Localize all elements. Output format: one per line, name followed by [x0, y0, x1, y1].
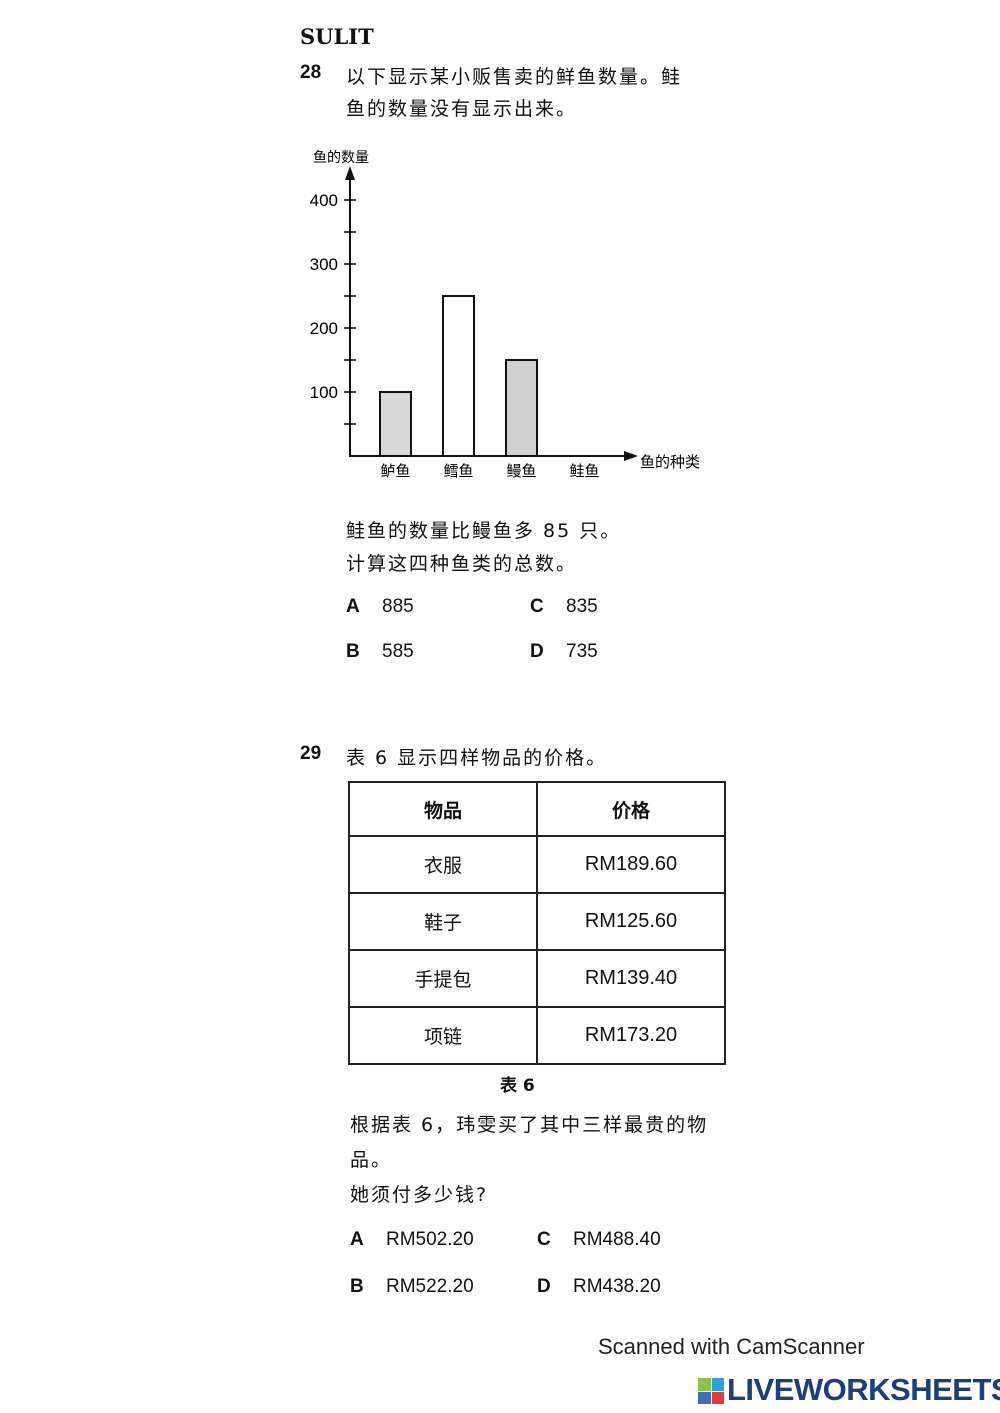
q29-question: 她须付多少钱? — [350, 1184, 489, 1206]
category-label: 鲑鱼 — [569, 462, 599, 480]
q29-option-a[interactable]: A RM502.20 — [350, 1229, 474, 1250]
y-axis-arrow — [345, 166, 355, 180]
price-cell: RM125.60 — [536, 892, 726, 951]
item-cell: 衣服 — [348, 835, 538, 894]
q28-option-c[interactable]: C 835 — [530, 596, 598, 617]
table-header-row: 物品 价格 — [348, 781, 726, 837]
q28-statement2: 计算这四种鱼类的总数。 — [346, 553, 578, 575]
q28-text-line1: 以下显示某小贩售卖的鲜鱼数量。鲑 — [346, 66, 683, 88]
q28-option-a[interactable]: A 885 — [346, 596, 414, 617]
item-cell: 手提包 — [348, 949, 538, 1008]
price-cell: RM139.40 — [536, 949, 726, 1008]
question-number-28: 28 — [300, 62, 322, 83]
q28-statement1: 鲑鱼的数量比鳗鱼多 85 只。 — [346, 520, 622, 542]
q29-text-line1: 根据表 6，玮雯买了其中三样最贵的物 — [350, 1114, 709, 1136]
category-label: 鳗鱼 — [506, 462, 536, 480]
sulit-mark: SULIT — [300, 24, 374, 49]
x-axis-arrow — [624, 451, 638, 461]
table-row: 鞋子 RM125.60 — [348, 892, 726, 951]
q29-text-line2: 品。 — [350, 1149, 393, 1171]
fish-bar-chart: 鱼的数量 鱼的种类 100 200 300 400 鲈鱼 鳕鱼 鳗鱼 鲑鱼 — [310, 149, 700, 480]
price-table: 物品 价格 衣服 RM189.60 鞋子 RM125.60 手提包 RM139.40 … — [348, 781, 726, 1065]
q28-option-d[interactable]: D 735 — [530, 641, 598, 662]
price-cell: RM173.20 — [536, 1006, 726, 1065]
q28-option-b[interactable]: B 585 — [346, 641, 414, 662]
y-tick-label: 400 — [310, 191, 338, 210]
table-row: 衣服 RM189.60 — [348, 835, 726, 894]
table-caption: 表 6 — [500, 1076, 535, 1096]
item-cell: 项链 — [348, 1006, 538, 1065]
category-label: 鲈鱼 — [380, 462, 410, 480]
q29-option-d[interactable]: D RM438.20 — [537, 1276, 661, 1297]
camscanner-label: Scanned with CamScanner — [598, 1334, 865, 1359]
y-tick-label: 300 — [310, 255, 338, 274]
liveworksheets-logo-icon — [698, 1378, 724, 1404]
liveworksheets-watermark: LIVEWORKSHEETS — [727, 1372, 1000, 1407]
question-number-29: 29 — [300, 743, 322, 764]
bar-1 — [379, 391, 412, 457]
q29-option-b[interactable]: B RM522.20 — [350, 1276, 474, 1297]
y-tick-label: 100 — [310, 383, 338, 402]
table-row: 手提包 RM139.40 — [348, 949, 726, 1008]
table-row: 项链 RM173.20 — [348, 1006, 726, 1065]
bar-2 — [442, 295, 475, 457]
q29-option-c[interactable]: C RM488.40 — [537, 1229, 661, 1250]
q29-intro: 表 6 显示四样物品的价格。 — [346, 747, 608, 769]
table-header: 物品 — [348, 781, 538, 837]
price-cell: RM189.60 — [536, 835, 726, 894]
y-tick-label: 200 — [310, 319, 338, 338]
item-cell: 鞋子 — [348, 892, 538, 951]
table-header: 价格 — [536, 781, 726, 837]
y-axis-label: 鱼的数量 — [313, 149, 369, 165]
category-label: 鳕鱼 — [443, 462, 473, 480]
x-axis-label: 鱼的种类 — [640, 453, 700, 471]
q28-text-line2: 鱼的数量没有显示出来。 — [346, 98, 578, 120]
bar-3 — [505, 359, 538, 457]
